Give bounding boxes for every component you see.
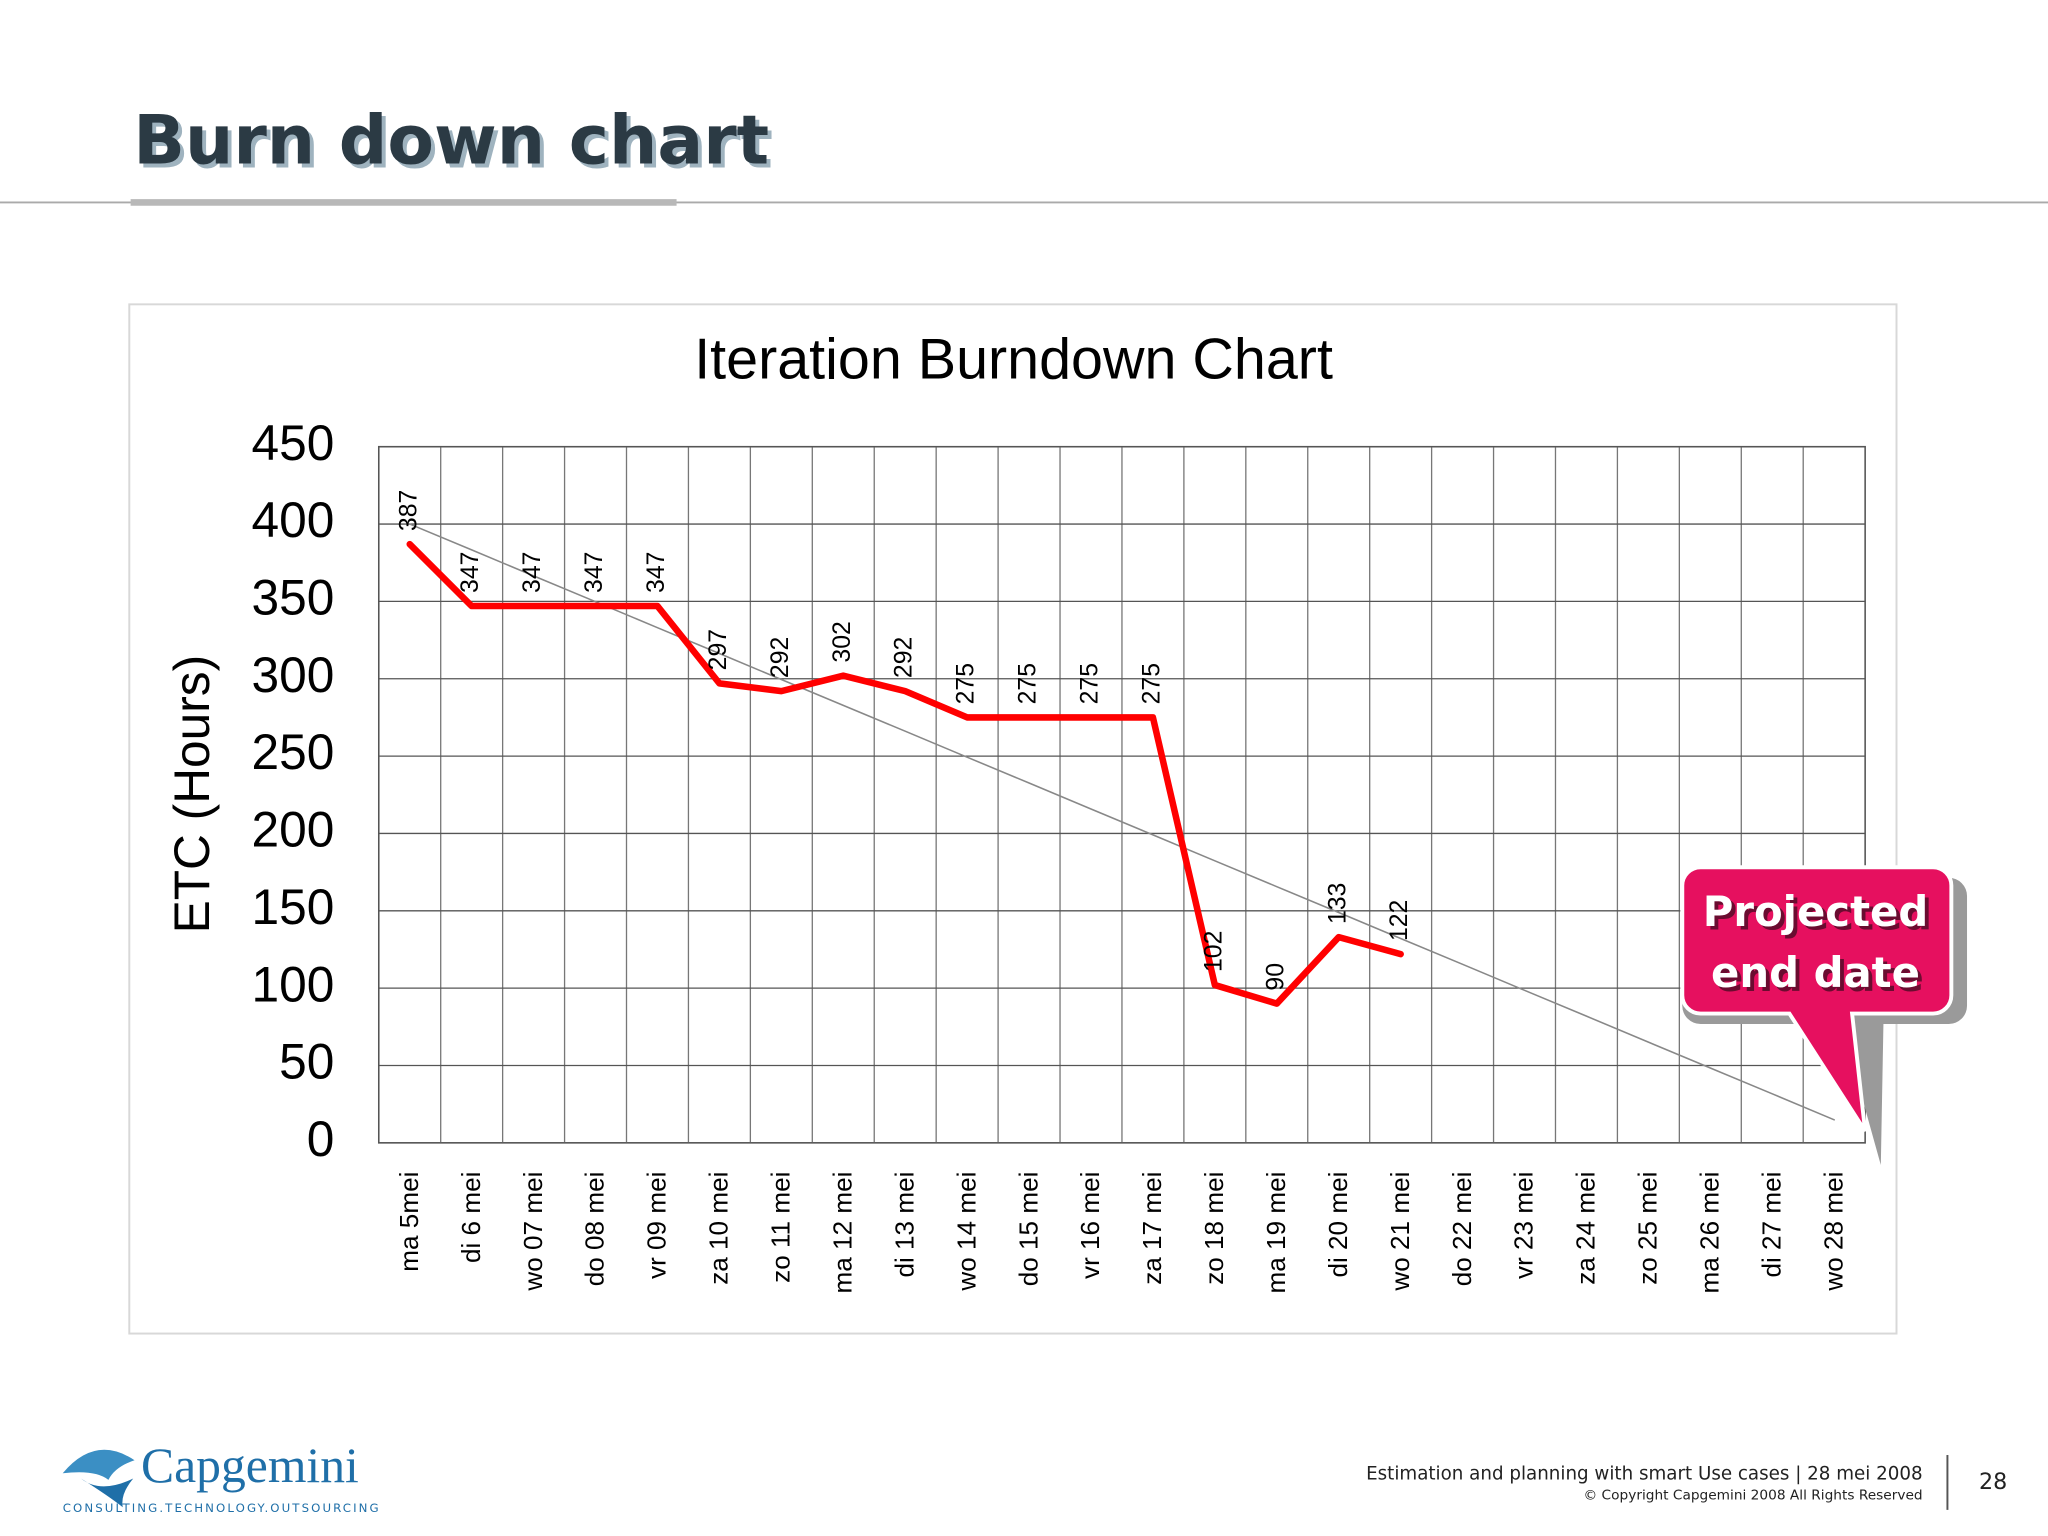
x-tick-label: do 15 mei xyxy=(1013,1172,1043,1287)
y-tick-label: 100 xyxy=(252,956,335,1012)
y-tick-label: 400 xyxy=(252,492,335,548)
data-label: 133 xyxy=(1324,883,1351,924)
x-tick-label: za 24 mei xyxy=(1571,1172,1601,1285)
x-tick-label: wo 28 mei xyxy=(1818,1172,1848,1292)
x-tick-label: di 27 mei xyxy=(1756,1172,1786,1278)
slide-title-shadow: Burn down chart xyxy=(137,105,773,184)
callout-text: end date xyxy=(1711,948,1920,997)
x-tick-label: ma 5mei xyxy=(394,1172,424,1272)
data-label: 90 xyxy=(1262,963,1289,991)
x-tick-label: wo 14 mei xyxy=(951,1172,981,1292)
x-tick-label: do 22 mei xyxy=(1447,1172,1477,1287)
slide-title: Burn down chart xyxy=(133,102,769,181)
y-axis-title: ETC (Hours) xyxy=(164,655,220,933)
x-tick-label: wo 07 mei xyxy=(518,1172,548,1292)
footer-text: Estimation and planning with smart Use c… xyxy=(1366,1464,1923,1485)
ideal-line xyxy=(408,523,1835,1121)
data-label: 297 xyxy=(705,629,732,670)
data-label: 102 xyxy=(1200,931,1227,972)
plot: 0 50 100 150 200 250 300 350 400 450 ma 5mei di 6 m… xyxy=(252,415,1866,1294)
data-label: 122 xyxy=(1386,900,1413,941)
x-tick-label: vr 23 mei xyxy=(1509,1172,1539,1279)
callout-text: Projected xyxy=(1703,887,1929,936)
logo-icon xyxy=(62,1449,135,1480)
data-label: 347 xyxy=(643,552,670,593)
x-tick-label: do 08 mei xyxy=(580,1172,610,1287)
callout-shadow-text: end date xyxy=(1715,952,1924,1001)
x-tick-label: zo 18 mei xyxy=(1199,1172,1229,1285)
logo-icon xyxy=(80,1478,134,1508)
y-tick-label: 0 xyxy=(307,1111,335,1167)
footer-copyright: © Copyright Capgemini 2008 All Rights Re… xyxy=(1584,1488,1923,1504)
data-label: 292 xyxy=(767,637,794,678)
y-tick-label: 350 xyxy=(252,570,335,626)
x-tick-label: zo 11 mei xyxy=(766,1172,796,1283)
x-tick-label: ma 12 mei xyxy=(827,1172,857,1294)
y-tick-label: 150 xyxy=(252,879,335,935)
x-tick-label: za 17 mei xyxy=(1137,1172,1167,1285)
x-tick-label: di 20 mei xyxy=(1323,1172,1353,1278)
x-tick-label: vr 09 mei xyxy=(642,1172,672,1279)
x-tick-label: wo 21 mei xyxy=(1385,1172,1415,1292)
data-label: 347 xyxy=(581,552,608,593)
y-tick-label: 250 xyxy=(252,724,335,780)
page-number: 28 xyxy=(1979,1469,2007,1495)
data-label: 275 xyxy=(1015,663,1042,704)
x-tick-label: za 10 mei xyxy=(704,1172,734,1285)
logo-text: Capgemini xyxy=(141,1438,359,1493)
callout-box xyxy=(1680,865,1954,1133)
data-label: 275 xyxy=(1077,663,1104,704)
logo-tagline: CONSULTING.TECHNOLOGY.OUTSOURCING xyxy=(63,1501,381,1515)
data-label: 292 xyxy=(891,637,918,678)
x-tick-label: vr 16 mei xyxy=(1075,1172,1105,1279)
data-label: 302 xyxy=(829,621,856,662)
x-tick-label: ma 26 mei xyxy=(1695,1172,1725,1294)
y-tick-label: 200 xyxy=(252,802,335,858)
data-label: 275 xyxy=(1138,663,1165,704)
y-tick-label: 450 xyxy=(252,415,335,471)
logo: Capgemini CONSULTING.TECHNOLOGY.OUTSOURC… xyxy=(62,1438,381,1515)
data-label: 347 xyxy=(457,552,484,593)
y-tick-label: 50 xyxy=(279,1034,334,1090)
x-tick-label: ma 19 mei xyxy=(1261,1172,1291,1294)
x-tick-label: di 6 mei xyxy=(456,1172,486,1263)
x-tick-label: di 13 mei xyxy=(889,1172,919,1278)
data-label: 275 xyxy=(953,663,980,704)
data-label: 347 xyxy=(519,552,546,593)
data-label: 387 xyxy=(395,490,422,531)
burndown-line xyxy=(406,540,1404,1007)
chart-title: Iteration Burndown Chart xyxy=(694,327,1333,391)
y-tick-label: 300 xyxy=(252,647,335,703)
callout-shadow-text: Projected xyxy=(1707,891,1933,940)
x-tick-label: zo 25 mei xyxy=(1633,1172,1663,1285)
